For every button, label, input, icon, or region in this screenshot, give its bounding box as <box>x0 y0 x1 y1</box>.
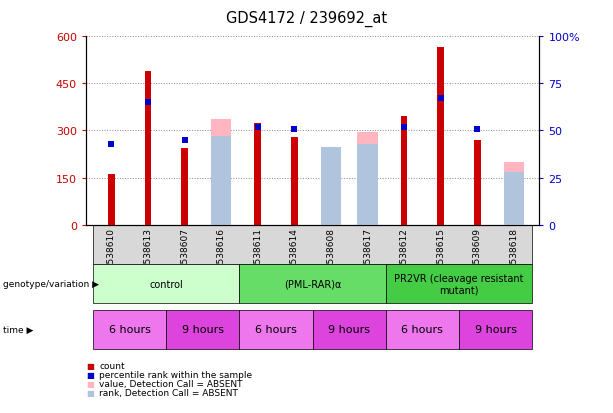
Text: 9 hours: 9 hours <box>182 324 224 335</box>
Text: (PML-RAR)α: (PML-RAR)α <box>284 279 341 289</box>
Text: ■: ■ <box>86 370 94 379</box>
Text: 6 hours: 6 hours <box>255 324 297 335</box>
Bar <box>254 123 261 225</box>
Text: control: control <box>150 279 183 289</box>
Text: count: count <box>99 361 125 370</box>
Text: 6 hours: 6 hours <box>109 324 151 335</box>
Bar <box>211 120 231 225</box>
Text: genotype/variation ▶: genotype/variation ▶ <box>3 280 99 288</box>
Text: 6 hours: 6 hours <box>402 324 443 335</box>
Text: ■: ■ <box>86 388 94 397</box>
Text: value, Detection Call = ABSENT: value, Detection Call = ABSENT <box>99 379 243 388</box>
Bar <box>291 138 298 225</box>
Bar <box>357 133 378 225</box>
Bar <box>145 71 151 225</box>
Text: ■: ■ <box>86 361 94 370</box>
Bar <box>401 117 408 225</box>
Text: 9 hours: 9 hours <box>474 324 517 335</box>
Bar <box>108 175 115 225</box>
Bar <box>211 137 231 225</box>
Text: ■: ■ <box>86 379 94 388</box>
Text: 9 hours: 9 hours <box>328 324 370 335</box>
Bar <box>438 48 444 225</box>
Text: rank, Detection Call = ABSENT: rank, Detection Call = ABSENT <box>99 388 238 397</box>
Bar <box>321 170 341 225</box>
Text: GDS4172 / 239692_at: GDS4172 / 239692_at <box>226 10 387 26</box>
Text: percentile rank within the sample: percentile rank within the sample <box>99 370 253 379</box>
Bar <box>181 148 188 225</box>
Bar <box>504 162 524 225</box>
Text: time ▶: time ▶ <box>3 325 34 334</box>
Bar <box>474 140 481 225</box>
Bar <box>504 173 524 225</box>
Text: PR2VR (cleavage resistant
mutant): PR2VR (cleavage resistant mutant) <box>394 273 524 295</box>
Bar <box>357 144 378 225</box>
Bar <box>321 148 341 225</box>
